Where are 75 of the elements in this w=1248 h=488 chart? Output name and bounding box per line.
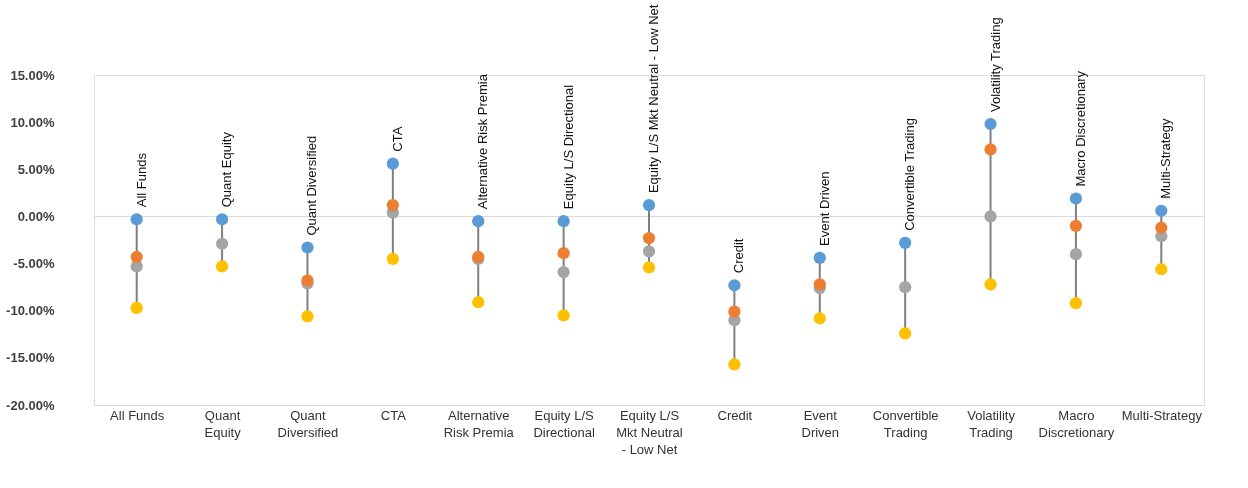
annotation: Credit	[731, 238, 747, 274]
x-tick-label: CTA	[380, 407, 407, 423]
point	[1155, 204, 1168, 217]
point	[386, 252, 399, 265]
x-tick-label: Equity L/S Mkt Neutral - Low Net	[616, 407, 683, 457]
point	[728, 305, 741, 318]
point	[642, 261, 656, 274]
y-tick-label: -5.00%	[13, 256, 55, 272]
annotation: Multi-Strategy	[1158, 118, 1174, 199]
point	[1155, 263, 1168, 276]
annotation: Macro Discretionary	[1072, 70, 1088, 187]
point	[1155, 221, 1168, 234]
point	[557, 215, 570, 228]
x-tick-label: Convertible Trading	[872, 407, 939, 440]
annotation: Event Driven	[816, 171, 832, 246]
x-tick-label: Credit	[717, 407, 753, 423]
annotation: Quant Equity	[219, 131, 235, 208]
point	[386, 157, 399, 170]
point	[984, 143, 997, 156]
point	[642, 245, 656, 258]
annotation: Equity L/S Directional	[560, 84, 576, 210]
point	[557, 265, 570, 279]
annotation: Volatility Trading	[987, 17, 1003, 113]
y-tick-label: 15.00%	[10, 67, 55, 83]
x-tick-label: Alternative Risk Premia	[443, 407, 515, 440]
x-tick-label: Event Driven	[801, 407, 840, 440]
point	[472, 296, 485, 309]
point	[130, 250, 143, 264]
point	[130, 213, 143, 226]
y-tick-label: -15.00%	[6, 350, 55, 366]
annotation: Quant Diversified	[304, 135, 320, 236]
y-tick-label: 10.00%	[10, 114, 55, 130]
point	[899, 327, 912, 340]
annotation: Convertible Trading	[902, 118, 918, 231]
point	[215, 213, 229, 226]
x-tick-label: Macro Discretionary	[1038, 407, 1115, 440]
point	[813, 312, 826, 325]
x-tick-label: Quant Diversified	[277, 407, 339, 440]
point	[301, 241, 314, 254]
point	[984, 210, 997, 223]
point	[728, 358, 741, 371]
point	[642, 232, 656, 245]
point	[984, 117, 997, 131]
annotation: Equity L/S Mkt Neutral - Low Net	[646, 4, 661, 194]
x-tick-label: Equity L/S Directional	[533, 407, 595, 440]
point	[813, 251, 826, 265]
point	[386, 199, 399, 212]
point	[642, 199, 656, 212]
point	[557, 309, 570, 322]
annotation: All Funds	[133, 152, 149, 208]
point	[728, 279, 741, 292]
point	[1069, 192, 1083, 205]
point	[130, 301, 143, 314]
y-tick-label: -20.00%	[6, 397, 55, 413]
point	[1069, 248, 1083, 261]
point	[301, 310, 314, 323]
y-tick-label: -10.00%	[6, 303, 55, 319]
point	[215, 260, 229, 273]
y-tick-label: 5.00%	[17, 161, 55, 177]
point	[899, 236, 912, 249]
annotation: Alternative Risk Premia	[475, 73, 491, 210]
point	[215, 237, 229, 250]
x-tick-label: All Funds	[110, 407, 165, 423]
point	[1069, 297, 1083, 310]
y-tick-label: 0.00%	[17, 208, 55, 224]
point	[557, 247, 570, 260]
point	[899, 281, 912, 294]
point	[1069, 219, 1083, 232]
point	[813, 278, 826, 291]
point	[472, 215, 485, 228]
annotation: CTA	[389, 126, 405, 152]
x-tick-label: Volatility Trading	[967, 407, 1016, 440]
x-tick-label: Multi-Strategy	[1121, 407, 1203, 423]
x-tick-label: Quant Equity	[204, 407, 242, 440]
point	[984, 278, 997, 291]
